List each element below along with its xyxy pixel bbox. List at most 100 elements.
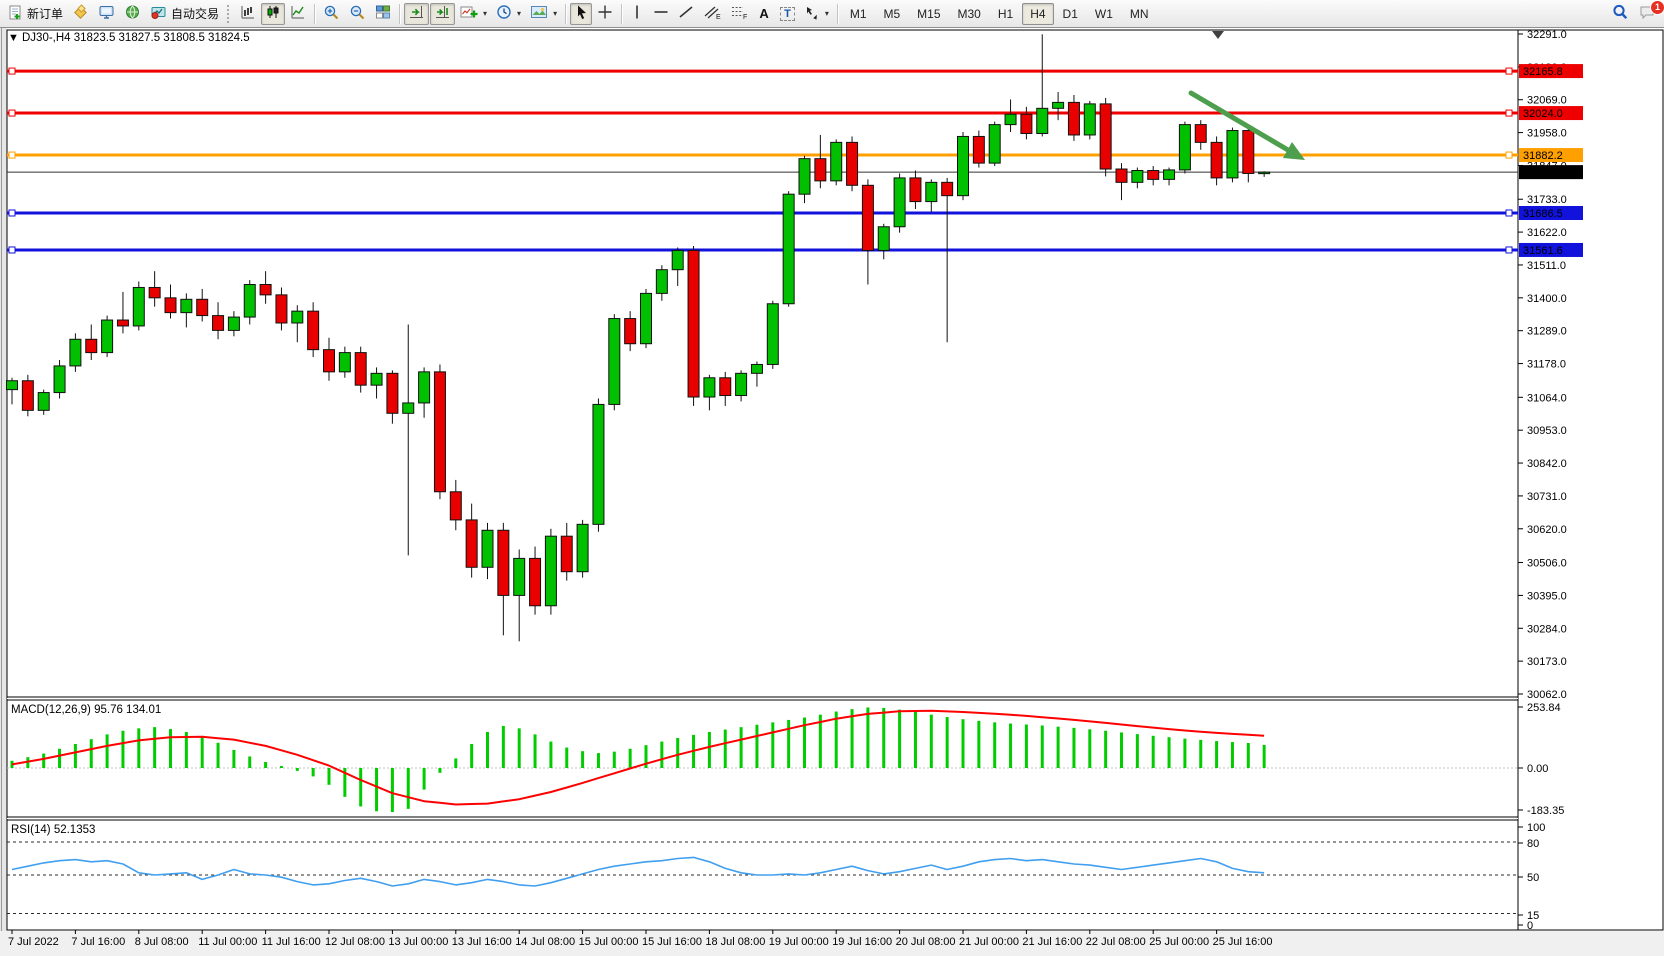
chart-shift-button[interactable]: [430, 2, 456, 25]
trendline-icon: [678, 4, 694, 23]
terminal-button[interactable]: [94, 3, 119, 25]
toolbar-separator: [621, 3, 623, 24]
channel-tool-button[interactable]: E: [699, 3, 725, 25]
cursor-tool-button[interactable]: [570, 2, 593, 25]
candle-body: [85, 338, 98, 354]
bar-chart-type-button[interactable]: [236, 3, 260, 25]
candlestick-type-button[interactable]: [261, 2, 286, 25]
panel-separators[interactable]: [7, 696, 1518, 821]
candle-body: [1115, 168, 1128, 183]
svg-text:31400.0: 31400.0: [1527, 293, 1567, 305]
tab-timeframe-h1[interactable]: H1: [997, 6, 1014, 21]
periods-button[interactable]: ▾: [492, 3, 525, 25]
auto-trading-icon: [150, 4, 167, 23]
tab-timeframe-m30[interactable]: M30: [957, 6, 981, 21]
signal-globe-icon: [124, 4, 141, 23]
chart-shift-marker[interactable]: [1212, 31, 1224, 39]
svg-text:12 Jul 08:00: 12 Jul 08:00: [325, 936, 385, 948]
arrow-line: [1188, 90, 1291, 153]
tab-timeframe-m1[interactable]: M1: [849, 6, 867, 21]
trendline-tool-button[interactable]: [674, 3, 698, 25]
candle-body: [941, 181, 954, 197]
tab-timeframe-mn[interactable]: MN: [1129, 6, 1149, 21]
search-button[interactable]: [1607, 3, 1633, 25]
monitor-icon: [98, 4, 115, 23]
price-axis-labels: 32165.8 32024.0 31882.2 31824.5 31686.5 31561…: [1519, 64, 1583, 257]
new-order-button[interactable]: 新订单: [4, 3, 67, 25]
horizontal-line-tool-button[interactable]: [649, 3, 673, 25]
line-end-marker: [8, 209, 16, 217]
candle-body: [1099, 103, 1112, 170]
candle-body: [1194, 124, 1207, 143]
svg-text:31289.0: 31289.0: [1527, 326, 1567, 338]
rsi-panel: 100 80 50 150: [7, 822, 1545, 932]
text-label-tool-button[interactable]: T: [776, 3, 799, 25]
svg-text:32291.0: 32291.0: [1527, 29, 1567, 41]
periods-dropdown-caret[interactable]: ▾: [517, 9, 522, 18]
svg-text:20 Jul 08:00: 20 Jul 08:00: [896, 936, 956, 948]
arrows-dropdown-caret[interactable]: ▾: [824, 9, 829, 18]
level-price-label: [1519, 242, 1583, 257]
vertical-line-tool-button[interactable]: [626, 3, 648, 25]
line-end-marker: [8, 67, 16, 75]
templates-dropdown-caret[interactable]: ▾: [553, 9, 558, 18]
templates-button[interactable]: ▾: [526, 3, 561, 25]
market-watch-button[interactable]: [68, 3, 93, 25]
tab-timeframe-m15[interactable]: M15: [917, 6, 941, 21]
tab-timeframe-h4[interactable]: H4: [1022, 2, 1054, 25]
toolbar: 新订单 自动交易: [0, 0, 1664, 28]
candle-body: [1242, 130, 1255, 174]
svg-text:15 Jul 16:00: 15 Jul 16:00: [642, 936, 702, 948]
candle-body: [750, 363, 763, 374]
zoom-out-button[interactable]: [345, 3, 370, 25]
candle-body: [861, 184, 874, 251]
tab-timeframe-m5[interactable]: M5: [883, 6, 901, 21]
crosshair-tool-button[interactable]: [593, 3, 617, 25]
candle-body: [148, 286, 161, 299]
line-end-marker: [8, 246, 16, 254]
svg-text:32165.8: 32165.8: [1523, 66, 1563, 78]
candle-body: [243, 284, 256, 318]
auto-scroll-button[interactable]: [404, 2, 430, 25]
auto-trading-label: 自动交易: [171, 7, 220, 21]
tab-timeframe-d1[interactable]: D1: [1062, 6, 1078, 21]
candle-body: [69, 338, 82, 367]
tile-windows-button[interactable]: [371, 3, 395, 25]
svg-text:30731.0: 30731.0: [1527, 491, 1567, 503]
svg-text:50: 50: [1527, 872, 1539, 884]
auto-trading-button[interactable]: 自动交易: [146, 3, 223, 25]
fibonacci-tool-button[interactable]: F: [726, 3, 752, 25]
candle-body: [180, 298, 193, 314]
indicators-dropdown-caret[interactable]: ▾: [483, 9, 488, 18]
candlestick-icon: [265, 4, 281, 23]
indicators-button[interactable]: ▾: [456, 3, 491, 25]
arrows-tool-button[interactable]: ▾: [800, 3, 833, 25]
candle-body: [640, 292, 652, 345]
chart-collapse-icon[interactable]: ▼: [8, 32, 19, 44]
svg-text:15: 15: [1527, 910, 1539, 922]
svg-text:31686.5: 31686.5: [1523, 208, 1563, 220]
level-price-label: [1519, 106, 1583, 121]
macd-label: MACD(12,26,9) 95.76 134.01: [11, 704, 161, 716]
text-tool-button[interactable]: A: [753, 3, 775, 25]
candle-body: [1052, 101, 1065, 109]
candle-body: [576, 523, 589, 573]
signal-button[interactable]: [120, 3, 145, 25]
level-lines[interactable]: [7, 67, 1518, 254]
line-chart-type-button[interactable]: [286, 3, 310, 25]
trend-arrow[interactable]: [1188, 90, 1305, 160]
rsi-label: RSI(14) 52.1353: [11, 824, 95, 836]
line-end-marker: [1505, 246, 1513, 254]
candle-body: [212, 315, 225, 331]
svg-text:18 Jul 08:00: 18 Jul 08:00: [705, 936, 765, 948]
svg-text:E: E: [716, 14, 721, 20]
notifications-button[interactable]: 1: [1634, 0, 1664, 25]
candle-body: [132, 286, 145, 327]
svg-text:11 Jul 00:00: 11 Jul 00:00: [198, 936, 257, 948]
candle-body: [1020, 113, 1033, 134]
candle-body: [1083, 103, 1096, 136]
zoom-in-button[interactable]: [319, 3, 344, 25]
tab-timeframe-w1[interactable]: W1: [1094, 6, 1113, 21]
candle-body: [1210, 141, 1223, 179]
